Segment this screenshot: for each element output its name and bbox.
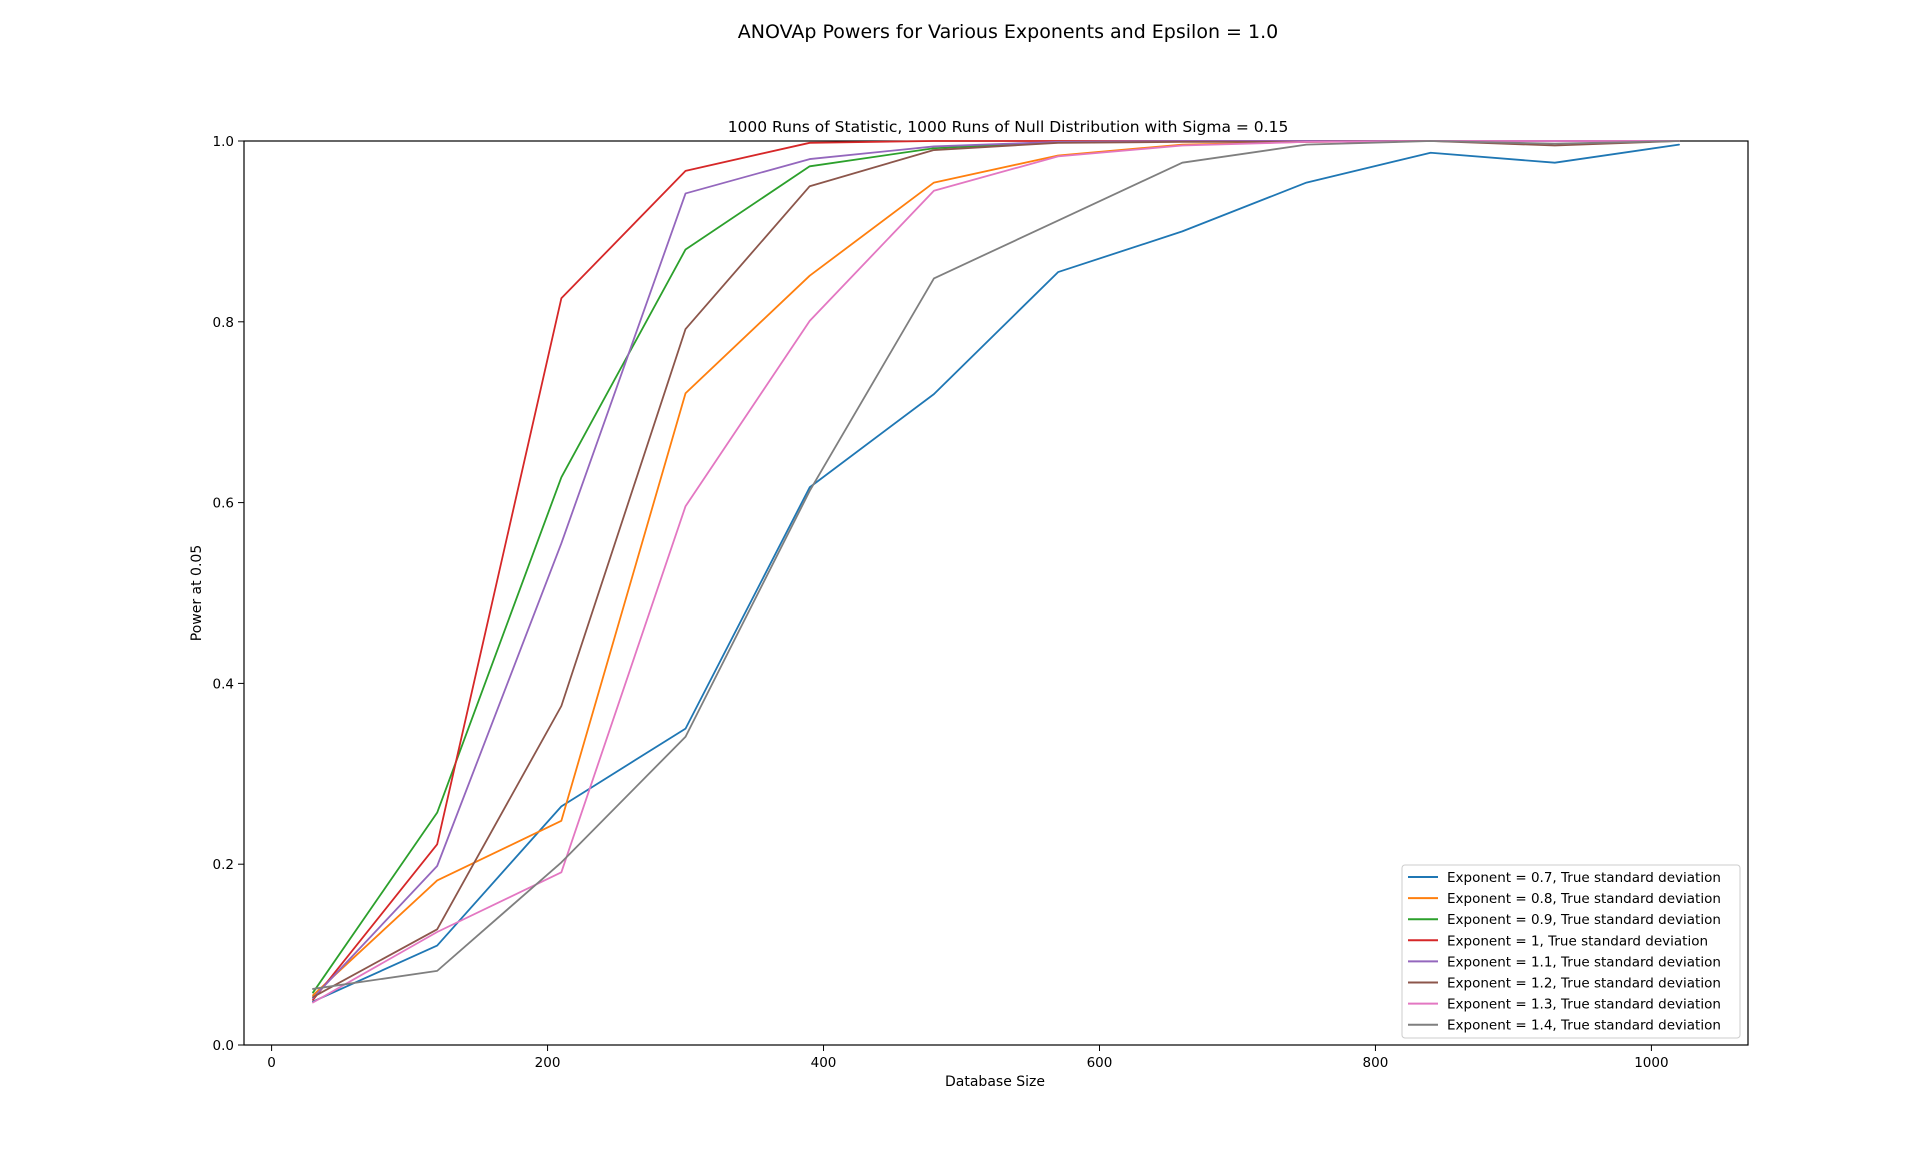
x-tick-label: 0 <box>267 1055 276 1071</box>
legend-label-1: Exponent = 0.7, True standard deviation <box>1447 870 1721 886</box>
y-tick-label: 0.8 <box>213 315 234 331</box>
figure-suptitle: ANOVAp Powers for Various Exponents and … <box>738 21 1278 43</box>
y-tick-label: 0.2 <box>213 857 234 873</box>
y-tick-label: 0.6 <box>213 496 234 512</box>
y-tick-label: 1.0 <box>213 134 234 150</box>
legend-label-4: Exponent = 1, True standard deviation <box>1447 933 1708 949</box>
x-tick-label: 600 <box>1087 1055 1113 1071</box>
x-axis-ticks: 0 200 400 600 800 1000 <box>267 1045 1669 1071</box>
legend-label-8: Exponent = 1.4, True standard deviation <box>1447 1018 1721 1034</box>
legend-label-2: Exponent = 0.8, True standard deviation <box>1447 891 1721 907</box>
series-layer <box>312 140 1680 1004</box>
legend-label-5: Exponent = 1.1, True standard deviation <box>1447 954 1721 970</box>
legend-label-7: Exponent = 1.3, True standard deviation <box>1447 997 1721 1013</box>
x-tick-label: 800 <box>1363 1055 1389 1071</box>
chart-title: 1000 Runs of Statistic, 1000 Runs of Nul… <box>728 118 1289 136</box>
x-tick-label: 200 <box>535 1055 561 1071</box>
x-axis-label: Database Size <box>945 1074 1045 1090</box>
x-tick-label: 1000 <box>1634 1055 1668 1071</box>
x-tick-label: 400 <box>811 1055 837 1071</box>
legend-frame <box>1401 864 1741 1039</box>
legend: Exponent = 0.7, True standard deviation E… <box>1401 864 1741 1039</box>
y-tick-label: 0.0 <box>213 1038 234 1054</box>
y-tick-label: 0.4 <box>213 676 234 692</box>
series-line-1 <box>312 143 1680 1003</box>
legend-entries: Exponent = 0.7, True standard deviation E… <box>1408 870 1721 1034</box>
legend-label-6: Exponent = 1.2, True standard deviation <box>1447 976 1721 992</box>
series-line-8 <box>312 140 1680 990</box>
plot-area: 0 200 400 600 800 1000 0.0 0.2 0.4 0.6 0.8 1.0 <box>213 134 1749 1071</box>
y-axis-label: Power at 0.05 <box>189 545 205 641</box>
y-axis-ticks: 0.0 0.2 0.4 0.6 0.8 1.0 <box>213 134 244 1054</box>
legend-label-3: Exponent = 0.9, True standard deviation <box>1447 912 1721 928</box>
